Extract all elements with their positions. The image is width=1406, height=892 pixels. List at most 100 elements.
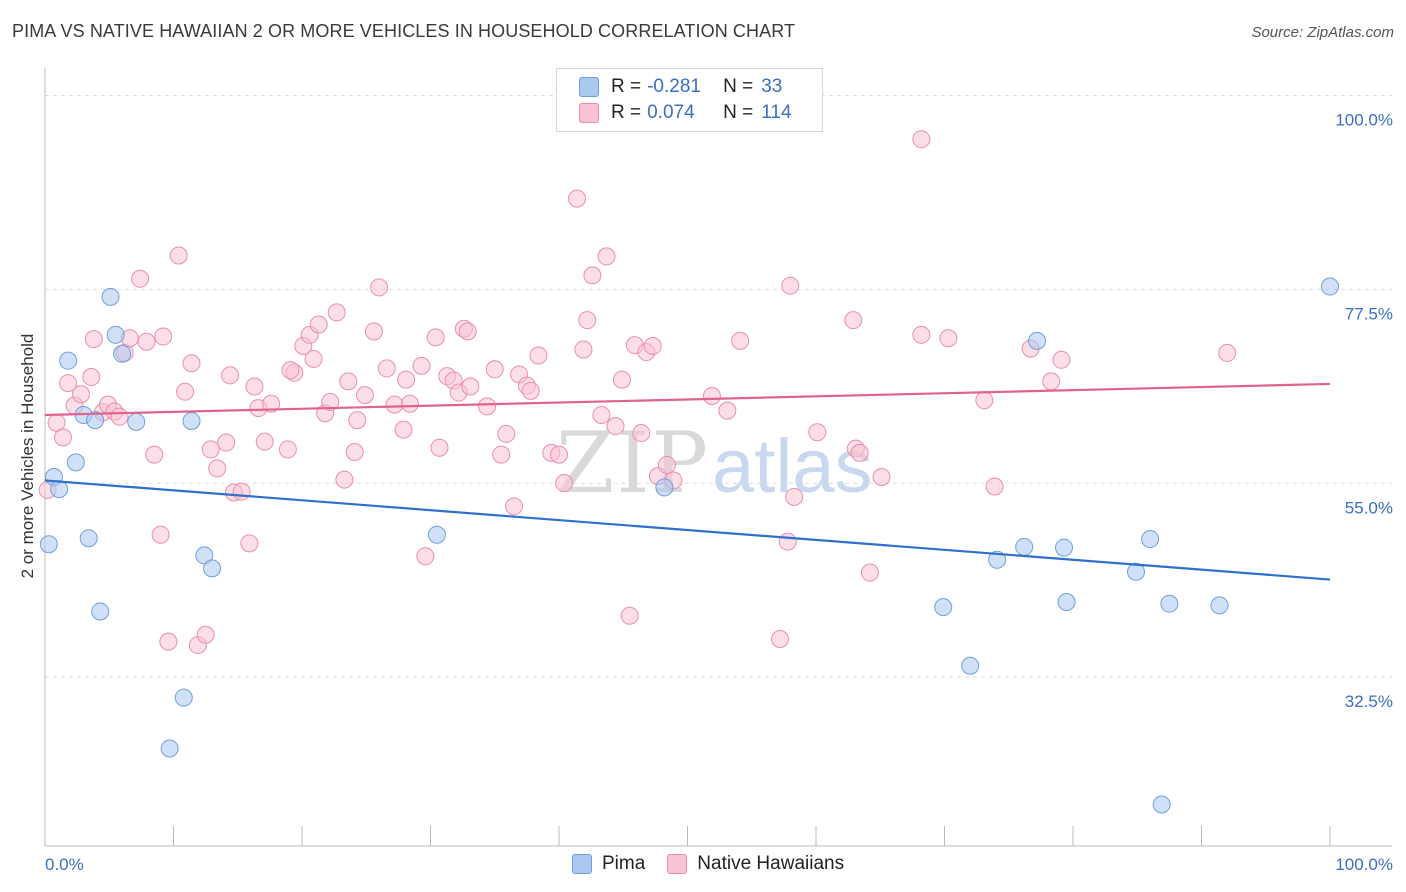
native-hawaiians-point xyxy=(485,360,504,379)
n-value: 114 xyxy=(761,102,792,123)
chart-title: PIMA VS NATIVE HAWAIIAN 2 OR MORE VEHICL… xyxy=(12,21,796,41)
native-hawaiians-point xyxy=(278,440,297,459)
native-hawaiians-point xyxy=(550,445,568,464)
native-hawaiians-point xyxy=(377,359,396,378)
native-hawaiians-point xyxy=(154,327,173,346)
legend-row-native-hawaiians: R = 0.074 N = 114 xyxy=(579,100,792,126)
native-hawaiians-point xyxy=(606,417,625,436)
native-hawaiians-point xyxy=(778,532,797,551)
native-hawaiians-point xyxy=(872,468,891,487)
pima-point xyxy=(961,656,980,675)
native-hawaiians-point xyxy=(304,349,323,368)
pima-point xyxy=(1126,562,1145,581)
pima-point xyxy=(66,453,85,472)
pima-point xyxy=(1055,538,1074,557)
y-axis-label: 2 or more Vehicles in Household xyxy=(18,333,37,579)
native-hawaiians-point xyxy=(232,482,251,501)
native-hawaiians-point xyxy=(321,393,340,412)
native-hawaiians-point xyxy=(583,266,602,285)
native-hawaiians-point xyxy=(397,370,416,389)
native-hawaiians-point xyxy=(497,424,516,443)
trend-lines xyxy=(44,382,1331,581)
native-hawaiians-point xyxy=(1218,343,1237,362)
legend-swatch-pima xyxy=(572,854,592,874)
source-credit: Source: ZipAtlas.com xyxy=(1251,24,1394,41)
legend-item-pima[interactable]: Pima xyxy=(572,853,645,875)
native-hawaiians-point xyxy=(632,424,651,443)
native-hawaiians-point xyxy=(364,322,383,341)
native-hawaiians-point xyxy=(458,322,477,341)
r-value: 0.074 xyxy=(647,102,695,123)
native-hawaiians-point xyxy=(145,445,164,464)
native-hawaiians-point xyxy=(355,386,374,405)
pima-point xyxy=(203,559,222,578)
native-hawaiians-point xyxy=(574,340,593,359)
native-hawaiians-point xyxy=(53,428,72,447)
native-hawaiians-point xyxy=(612,370,631,389)
n-label: N = xyxy=(723,102,754,123)
legend-row-pima: R = -0.281 N = 33 xyxy=(579,74,782,100)
native-hawaiians-point xyxy=(461,377,480,396)
native-hawaiians-point xyxy=(505,497,524,516)
pima-point xyxy=(1321,277,1339,296)
axes xyxy=(44,68,1392,847)
native-hawaiians-point xyxy=(860,563,879,582)
native-hawaiians-point xyxy=(975,391,994,410)
native-hawaiians-point xyxy=(985,477,1004,496)
native-hawaiians-point xyxy=(82,368,101,387)
native-hawaiians-point xyxy=(176,382,195,401)
pima-point xyxy=(174,688,193,707)
native-hawaiians-point xyxy=(131,269,150,288)
pima-point xyxy=(1015,537,1034,556)
native-hawaiians-point xyxy=(620,606,639,625)
native-hawaiians-point xyxy=(196,625,215,644)
native-hawaiians-point xyxy=(416,547,435,566)
native-hawaiians-point xyxy=(657,455,676,474)
native-hawaiians-point xyxy=(400,394,419,413)
native-hawaiians-point xyxy=(492,445,511,464)
legend-label-native-hawaiians: Native Hawaiians xyxy=(697,853,845,874)
native-hawaiians-point xyxy=(245,377,264,396)
native-hawaiians-point xyxy=(521,381,540,400)
n-label: N = xyxy=(723,76,754,97)
native-hawaiians-point xyxy=(1052,350,1071,369)
pima-trend-line xyxy=(44,479,1331,581)
native-hawaiians-point xyxy=(578,311,597,330)
native-hawaiians-point xyxy=(592,405,611,424)
y-tick-label: 77.5% xyxy=(1345,304,1393,323)
native-hawaiians-point xyxy=(327,303,346,322)
pima-point xyxy=(182,411,201,430)
pima-point xyxy=(1210,596,1229,615)
pima-point xyxy=(655,478,674,497)
legend-label-pima: Pima xyxy=(602,853,646,874)
legend-item-native-hawaiians[interactable]: Native Hawaiians xyxy=(667,853,844,875)
pima-point xyxy=(934,598,953,617)
watermark: ZIP atlas xyxy=(556,414,873,512)
native-hawaiians-point xyxy=(59,374,78,393)
legend-swatch-native-hawaiians xyxy=(579,103,599,123)
native-hawaiians-point xyxy=(339,372,358,391)
native-hawaiians-point xyxy=(262,394,281,413)
pima-point xyxy=(427,525,446,544)
r-label: R = xyxy=(611,76,642,97)
native-hawaiians-point xyxy=(281,361,300,380)
native-hawaiians-point xyxy=(785,487,804,506)
native-hawaiians-point xyxy=(84,330,103,349)
native-hawaiians-point xyxy=(151,525,170,544)
native-hawaiians-point xyxy=(385,395,404,414)
native-hawaiians-point xyxy=(345,443,364,462)
native-hawaiians-point xyxy=(208,459,227,478)
watermark-zip: ZIP xyxy=(556,414,710,512)
r-value: -0.281 xyxy=(647,76,701,97)
correlation-legend: R = -0.281 N = 33 R = 0.074 N = 114 xyxy=(556,68,823,132)
tick-labels: 100.0% 77.5% 55.0% 32.5% 0.0% 100.0% xyxy=(45,110,1393,874)
pima-point xyxy=(91,602,110,621)
native-hawaiians-point xyxy=(771,630,790,649)
native-hawaiians-point xyxy=(348,411,367,430)
pima-point xyxy=(1160,594,1179,613)
native-hawaiians-point xyxy=(255,432,274,451)
native-hawaiians-point xyxy=(370,278,389,297)
native-hawaiians-point xyxy=(718,401,737,420)
y-tick-label: 32.5% xyxy=(1345,692,1393,711)
native-hawaiians-point xyxy=(335,470,354,489)
